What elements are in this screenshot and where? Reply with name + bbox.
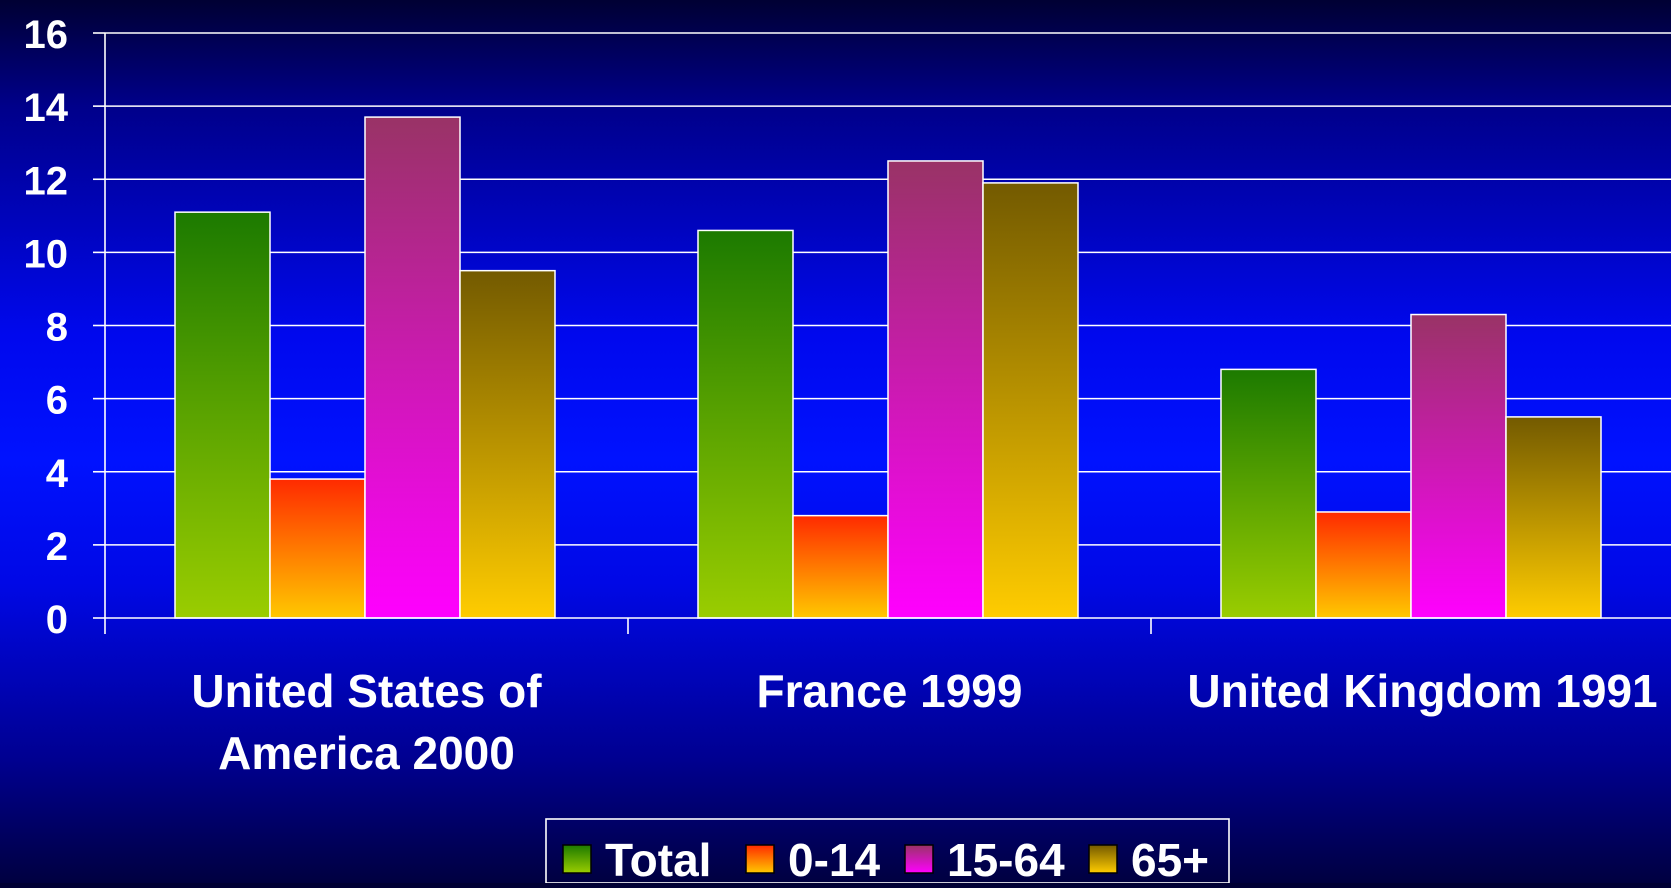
y-tick-label: 14 [24, 86, 69, 130]
bar-65+-1 [982, 182, 1079, 619]
bars [174, 116, 1602, 619]
y-tick-label: 10 [24, 232, 69, 276]
x-category-label: United Kingdom 1991 [1187, 665, 1657, 717]
x-category-label: America 2000 [218, 727, 515, 779]
x-category-label: France 1999 [757, 665, 1023, 717]
legend: Total 0-14 15-64 65+ [545, 818, 1230, 886]
bar-Total-0 [174, 211, 271, 619]
legend-swatch-15-64 [904, 844, 934, 874]
y-tick-labels: 0 2 4 6 8 10 12 14 16 [24, 13, 69, 642]
bar-0-14-1 [792, 514, 889, 619]
bar-65+-2 [1505, 416, 1602, 619]
legend-label: 15-64 [947, 834, 1065, 883]
y-tick-label: 2 [46, 525, 68, 569]
bar-15-64-1 [887, 160, 984, 619]
legend-swatch-0-14 [745, 844, 775, 874]
bar-65+-0 [459, 269, 556, 619]
bar-0-14-0 [269, 478, 366, 619]
y-tick-label: 8 [46, 306, 68, 350]
y-tick-label: 6 [46, 379, 68, 423]
bar-15-64-2 [1410, 313, 1507, 619]
x-category-labels: United States of America 2000 France 1999 U… [191, 665, 1657, 779]
y-tick-label: 4 [46, 452, 69, 496]
x-category-label: United States of [191, 665, 542, 717]
y-tick-label: 12 [24, 159, 69, 203]
bar-Total-2 [1220, 368, 1317, 619]
y-tick-label: 0 [46, 598, 68, 642]
y-tick-label: 16 [24, 13, 69, 57]
legend-label: Total [605, 834, 711, 883]
bar-15-64-0 [364, 116, 461, 619]
axes [93, 32, 1671, 634]
legend-swatch-Total [562, 844, 592, 874]
legend-label: 65+ [1131, 834, 1209, 883]
legend-swatch-65+ [1088, 844, 1118, 874]
legend-label: 0-14 [788, 834, 880, 883]
bar-0-14-2 [1315, 511, 1412, 619]
bar-Total-1 [697, 229, 794, 619]
